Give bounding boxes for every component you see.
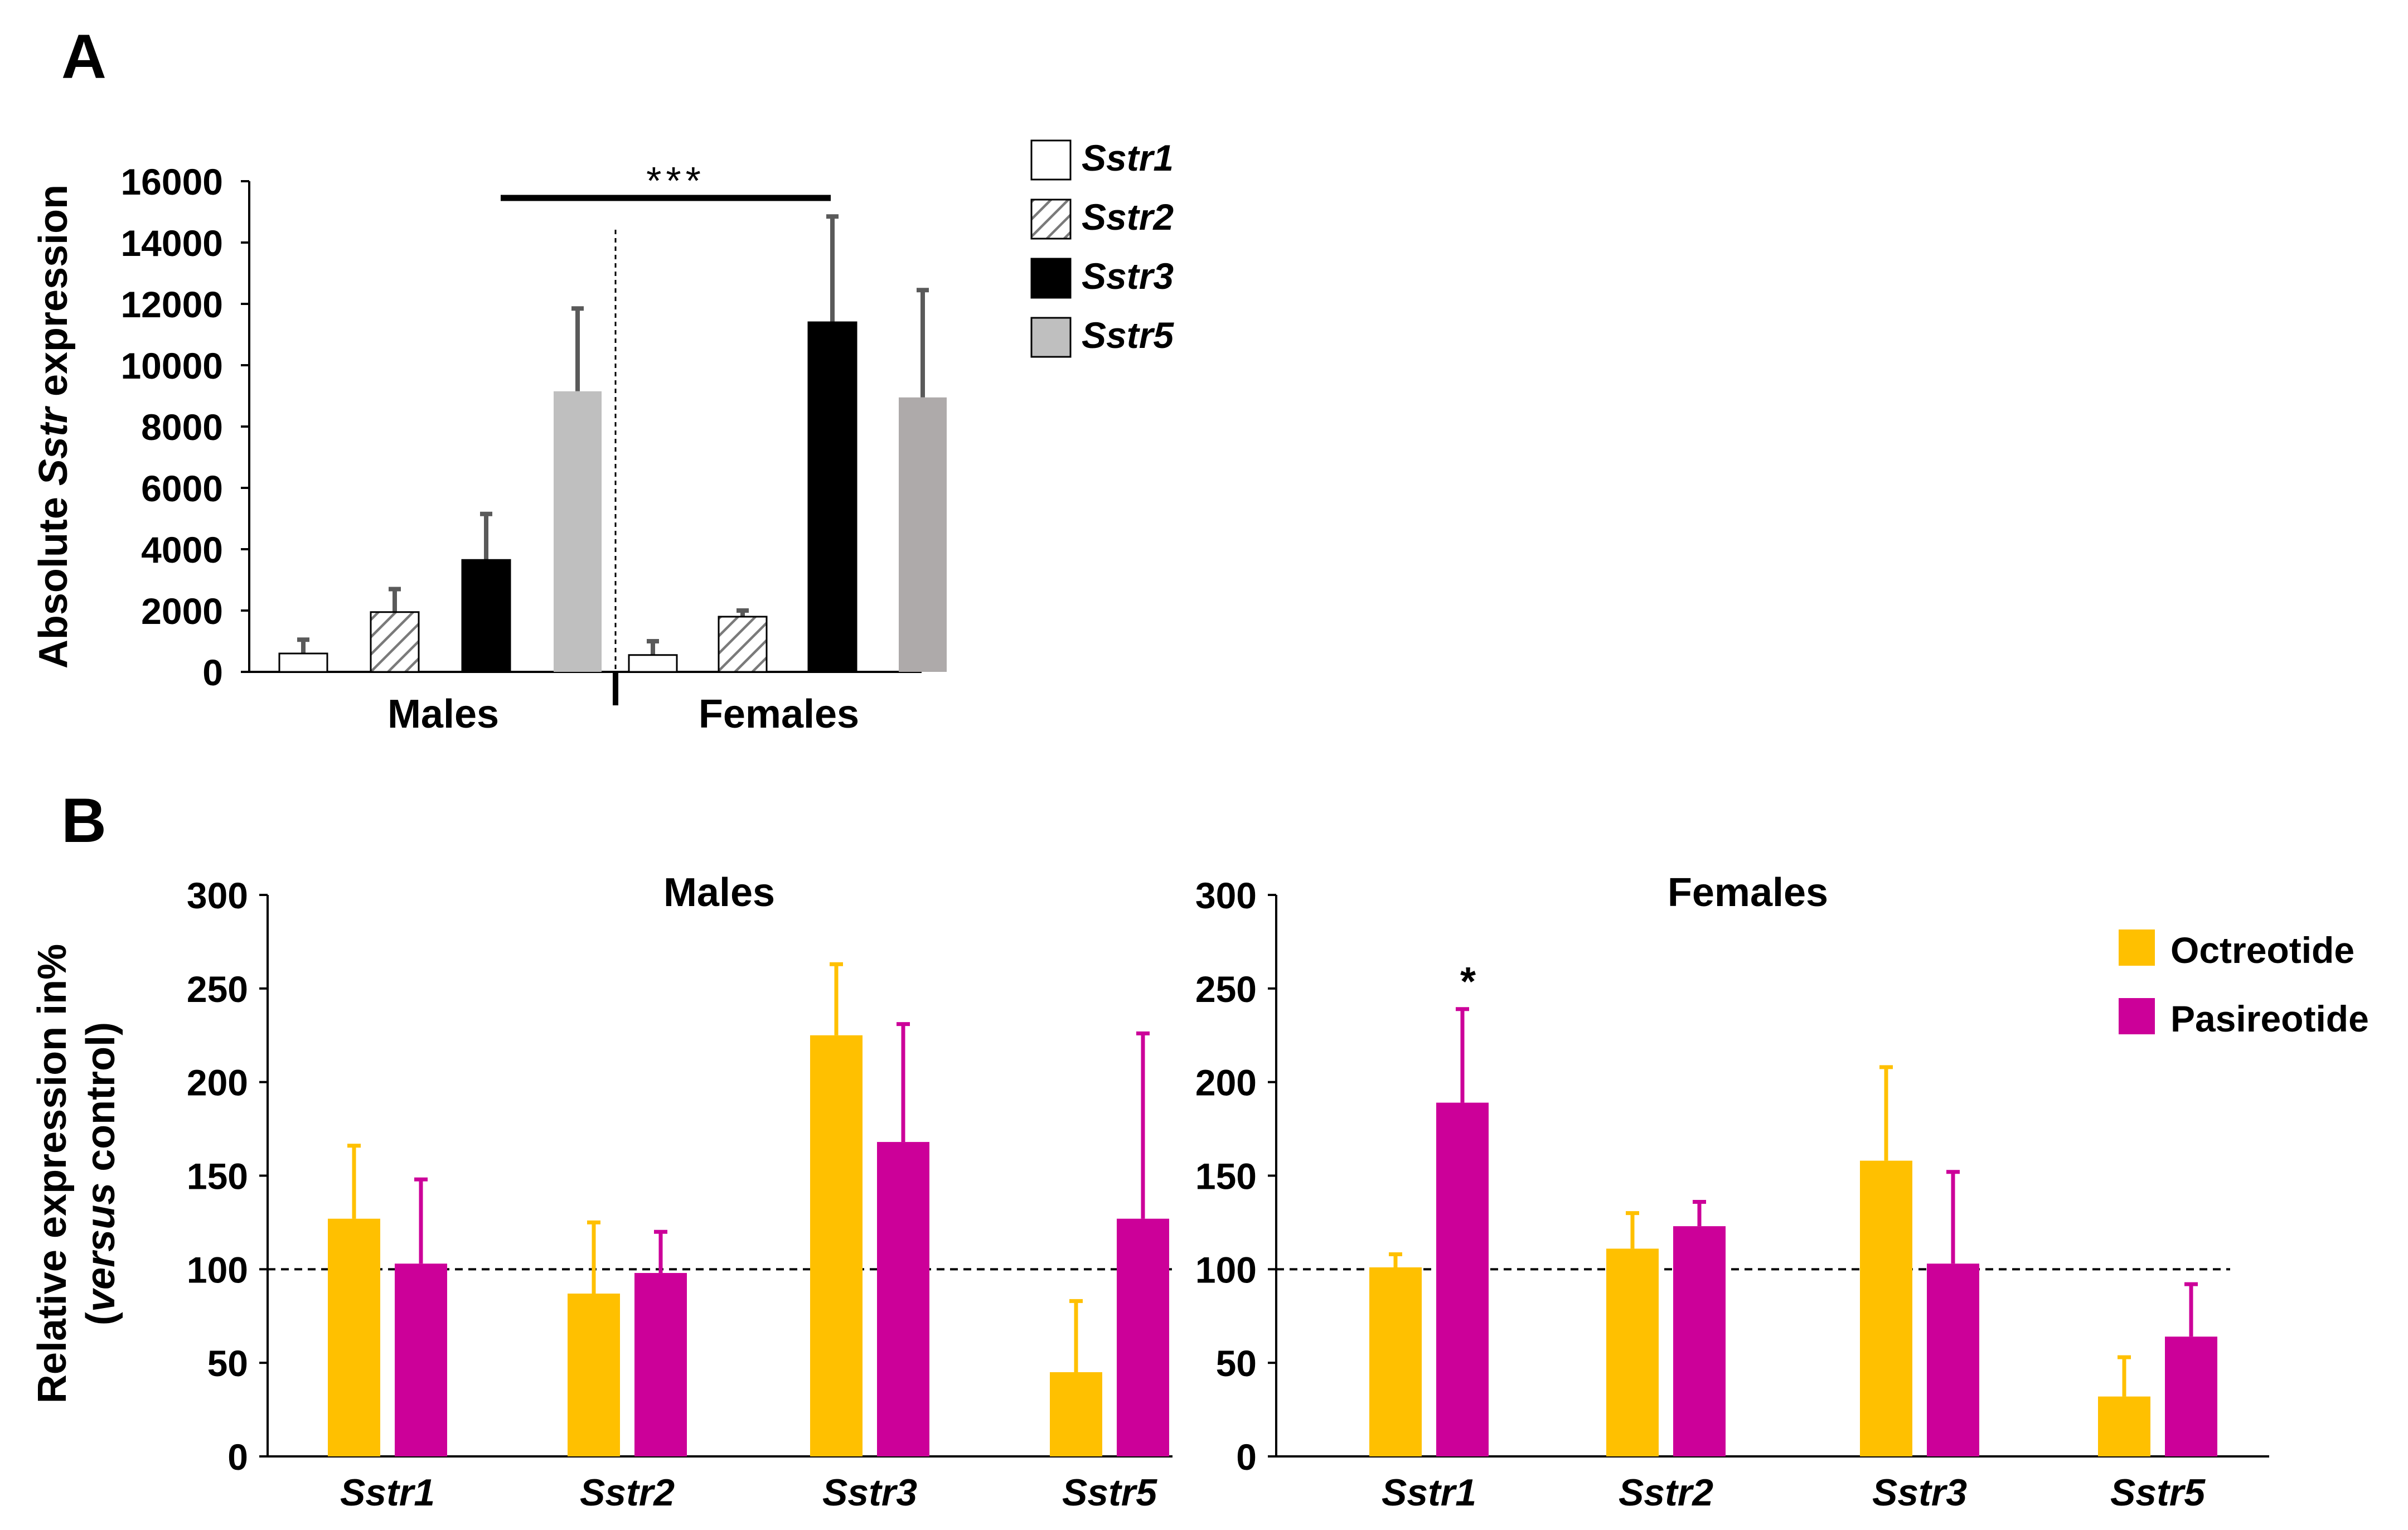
chart-a-bar-sstr1-males bbox=[278, 652, 328, 673]
chart-b-males-y-tick-label: 150 bbox=[187, 1156, 248, 1197]
chart-b-males-bar-octreotide-sstr1 bbox=[328, 1218, 380, 1456]
chart-a-y-tick-label: 8000 bbox=[141, 406, 223, 448]
chart-a-y-tick-label: 4000 bbox=[141, 529, 223, 570]
chart-b-females-y-tick-label: 100 bbox=[1195, 1249, 1257, 1290]
chart-b-males-y-tick-label: 250 bbox=[187, 969, 248, 1010]
chart-b-males-bar-octreotide-sstr5 bbox=[1050, 1372, 1102, 1456]
chart-b-females-x-tick-label: Sstr3 bbox=[1872, 1471, 1967, 1514]
chart-b-females-significance-label: * bbox=[1460, 960, 1476, 1004]
chart-b-females-y-tick-label: 300 bbox=[1195, 875, 1257, 916]
legend-b-label-octreotide: Octreotide bbox=[2170, 929, 2354, 971]
chart-a: 0 2000 4000 6000 8000 10000 12000 14000 16000 **… bbox=[31, 159, 947, 737]
legend-a-swatch-sstr5 bbox=[1030, 317, 1072, 358]
chart-b-males-bar-pasireotide-sstr1 bbox=[395, 1263, 447, 1456]
chart-b-females-y-tick-label: 200 bbox=[1195, 1062, 1257, 1103]
chart-b-females-bar-pasireotide-sstr3 bbox=[1927, 1263, 1979, 1456]
chart-b-females-y-tick-label: 0 bbox=[1236, 1436, 1257, 1478]
chart-b-females-bar-octreotide-sstr5 bbox=[2098, 1396, 2150, 1456]
chart-a-bar-sstr3-females bbox=[807, 321, 857, 673]
panel-label-b: B bbox=[61, 786, 106, 855]
legend-b-swatch-octreotide bbox=[2119, 929, 2155, 966]
legend-b-label-pasireotide: Pasireotide bbox=[2170, 998, 2369, 1039]
chart-b-males-y-tick-label: 0 bbox=[227, 1436, 248, 1478]
chart-b-females-y-tick-label: 150 bbox=[1195, 1156, 1257, 1197]
chart-b-females-bar-pasireotide-sstr2 bbox=[1673, 1226, 1726, 1456]
chart-a-y-tick-label: 16000 bbox=[120, 161, 223, 202]
chart-b-males-y-tick-label: 200 bbox=[187, 1062, 248, 1103]
chart-a-y-tick-label: 2000 bbox=[141, 590, 223, 632]
legend-a-label-sstr2: Sstr2 bbox=[1082, 196, 1174, 238]
chart-b-females-x-tick-label: Sstr1 bbox=[1382, 1471, 1476, 1514]
legend-a-label-sstr3: Sstr3 bbox=[1082, 255, 1174, 297]
chart-b-females-x-tick-label: Sstr2 bbox=[1619, 1471, 1713, 1514]
chart-b-females-title: Females bbox=[1668, 870, 1828, 915]
chart-a-bar-sstr5-males bbox=[554, 391, 602, 672]
chart-a-y-tick-label: 14000 bbox=[120, 222, 223, 264]
chart-a-bar-sstr5-females bbox=[899, 397, 947, 672]
chart-b-y-axis-label-line2: (versus control) bbox=[79, 1022, 123, 1325]
legend-a-swatch-sstr1 bbox=[1030, 139, 1072, 181]
chart-a-y-axis-label: Absolute Sstr expression bbox=[31, 185, 76, 669]
chart-b-males-x-tick-label: Sstr1 bbox=[340, 1471, 435, 1514]
chart-a-y-tick-label: 10000 bbox=[120, 345, 223, 386]
legend-b-swatch-pasireotide bbox=[2119, 998, 2155, 1034]
chart-b-females-bar-pasireotide-sstr1 bbox=[1436, 1102, 1489, 1456]
chart-a-y-tick-label: 12000 bbox=[120, 284, 223, 325]
chart-b-males-title: Males bbox=[663, 870, 775, 915]
chart-b-males-y-tick-label: 50 bbox=[207, 1343, 248, 1384]
chart-b-males-y-tick-label: 100 bbox=[187, 1249, 248, 1290]
chart-b-males-bar-pasireotide-sstr2 bbox=[634, 1273, 687, 1456]
chart-b-males-x-tick-label: Sstr3 bbox=[822, 1471, 917, 1514]
chart-b-females-bar-octreotide-sstr2 bbox=[1606, 1248, 1659, 1456]
chart-a-bar-sstr2-females bbox=[718, 616, 768, 673]
chart-b-females-x-tick-label: Sstr5 bbox=[2110, 1471, 2206, 1514]
legend-a-swatch-sstr3 bbox=[1030, 258, 1072, 299]
chart-a-group-label-females: Females bbox=[699, 692, 859, 737]
chart-a-significance-label: *** bbox=[646, 159, 705, 202]
chart-b-males-x-tick-label: Sstr5 bbox=[1062, 1471, 1157, 1514]
chart-a-bar-sstr3-males bbox=[461, 559, 511, 673]
legend-a: Sstr1 Sstr2 Sstr3 Sstr5 bbox=[1030, 137, 1174, 358]
chart-b-males-bar-pasireotide-sstr5 bbox=[1117, 1218, 1169, 1456]
legend-a-label-sstr1: Sstr1 bbox=[1082, 137, 1174, 178]
chart-a-y-tick-label: 6000 bbox=[141, 468, 223, 509]
chart-b-y-axis-label-line1: Relative expression in% bbox=[30, 944, 75, 1403]
chart-a-group-label-males: Males bbox=[387, 692, 499, 737]
chart-b-males-bar-pasireotide-sstr3 bbox=[877, 1142, 929, 1456]
chart-b-females-y-tick-label: 250 bbox=[1195, 969, 1257, 1010]
chart-a-bar-sstr2-males bbox=[370, 611, 420, 673]
chart-b-females-bar-pasireotide-sstr5 bbox=[2165, 1337, 2217, 1456]
chart-b-males-y-tick-label: 300 bbox=[187, 875, 248, 916]
legend-a-swatch-sstr2 bbox=[1030, 198, 1072, 240]
legend-a-label-sstr5: Sstr5 bbox=[1082, 314, 1174, 356]
chart-b-females-bar-octreotide-sstr3 bbox=[1860, 1160, 1912, 1456]
legend-b: Octreotide Pasireotide bbox=[2119, 929, 2369, 1039]
panel-label-a: A bbox=[61, 22, 106, 91]
chart-b-females-y-tick-label: 50 bbox=[1216, 1343, 1257, 1384]
chart-b-males-x-tick-label: Sstr2 bbox=[580, 1471, 675, 1514]
chart-b-females-bar-octreotide-sstr1 bbox=[1369, 1267, 1422, 1456]
chart-a-bar-sstr1-females bbox=[628, 654, 678, 673]
chart-a-y-tick-label: 0 bbox=[202, 652, 223, 693]
chart-b-males-bar-octreotide-sstr2 bbox=[568, 1293, 620, 1456]
chart-b-males-bar-octreotide-sstr3 bbox=[810, 1035, 863, 1456]
